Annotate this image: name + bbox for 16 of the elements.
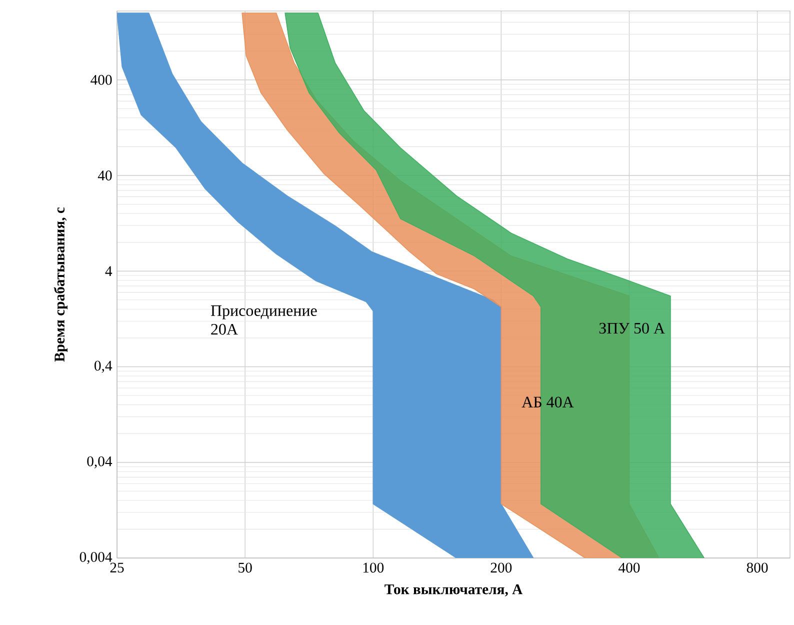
y-tick-label: 0,004 <box>80 552 112 564</box>
annotation: ЗПУ 50 А <box>599 322 665 334</box>
y-tick-label: 0,04 <box>87 456 112 468</box>
annotation: Присоединение 20А <box>210 305 317 335</box>
y-tick-label: 0,4 <box>94 360 112 373</box>
x-tick-label: 25 <box>110 562 124 573</box>
x-tick-label: 50 <box>238 562 252 573</box>
x-tick-label: 100 <box>363 562 384 573</box>
y-tick-label: 40 <box>98 170 112 180</box>
x-tick-label: 400 <box>618 562 640 573</box>
x-tick-label: 800 <box>746 562 768 573</box>
y-tick-label: 4 <box>105 266 112 276</box>
x-axis-title: Ток выключателя, А <box>384 584 523 596</box>
y-axis-title: Время срабатывания, с <box>54 207 68 362</box>
y-tick-label: 400 <box>90 74 112 85</box>
x-tick-label: 200 <box>490 562 512 573</box>
